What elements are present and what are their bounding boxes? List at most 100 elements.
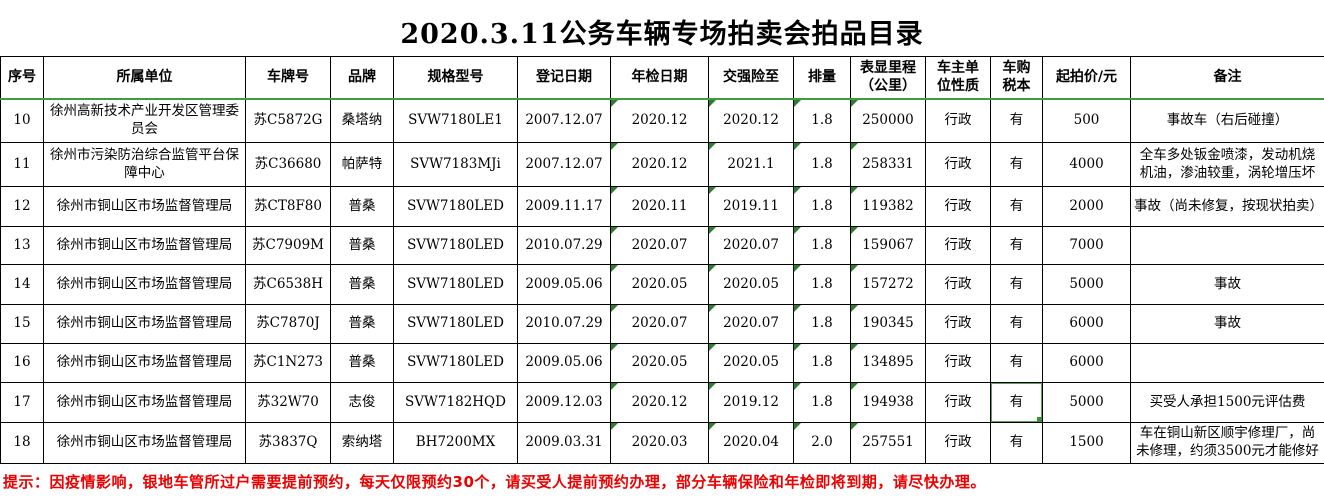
cell-brand[interactable]: 普桑 [330,304,394,344]
cell-start_price[interactable]: 4000 [1042,142,1131,187]
cell-start_price[interactable]: 500 [1042,98,1131,143]
cell-index[interactable]: 10 [0,98,44,143]
cell-remarks[interactable]: 事故 [1130,264,1324,305]
cell-mileage[interactable]: 250000 [850,98,926,143]
cell-model[interactable]: SVW7180LED [393,264,518,305]
cell-start_price[interactable]: 5000 [1042,264,1131,305]
cell-owner_type[interactable]: 行政 [925,264,991,305]
cell-start_price[interactable]: 6000 [1042,343,1131,383]
cell-tax_book[interactable]: 有 [990,304,1043,344]
cell-owner_type[interactable]: 行政 [925,304,991,344]
cell-unit[interactable]: 徐州市铜山区市场监督管理局 [43,264,246,305]
cell-plate[interactable]: 苏C7909M [245,226,331,265]
column-header-index[interactable]: 序号 [0,56,44,100]
cell-insurance_until[interactable]: 2020.05 [708,343,794,383]
cell-remarks[interactable]: 买受人承担1500元评估费 [1130,382,1324,423]
cell-remarks[interactable]: 全车多处钣金喷漆，发动机烧机油，渗油较重，涡轮增压坏 [1130,142,1324,187]
cell-insurance_until[interactable]: 2021.1 [708,142,794,187]
cell-index[interactable]: 11 [0,142,44,187]
cell-displacement[interactable]: 1.8 [793,304,851,344]
cell-start_price[interactable]: 2000 [1042,186,1131,227]
cell-inspection_date[interactable]: 2020.05 [610,264,709,305]
cell-remarks[interactable] [1130,226,1324,265]
cell-index[interactable]: 14 [0,264,44,305]
column-header-brand[interactable]: 品牌 [330,56,394,100]
cell-unit[interactable]: 徐州市污染防治综合监管平台保障中心 [43,142,246,187]
cell-plate[interactable]: 苏C5872G [245,98,331,143]
cell-brand[interactable]: 普桑 [330,226,394,265]
cell-index[interactable]: 13 [0,226,44,265]
cell-inspection_date[interactable]: 2020.07 [610,226,709,265]
cell-tax_book[interactable]: 有 [990,142,1043,187]
cell-plate[interactable]: 苏C36680 [245,142,331,187]
cell-insurance_until[interactable]: 2020.05 [708,264,794,305]
cell-insurance_until[interactable]: 2019.11 [708,186,794,227]
cell-reg_date[interactable]: 2009.12.03 [517,382,611,423]
column-header-inspection_date[interactable]: 年检日期 [610,56,709,100]
cell-reg_date[interactable]: 2009.11.17 [517,186,611,227]
cell-tax_book[interactable]: 有 [990,226,1043,265]
column-header-remarks[interactable]: 备注 [1130,56,1324,100]
cell-inspection_date[interactable]: 2020.11 [610,186,709,227]
cell-reg_date[interactable]: 2007.12.07 [517,142,611,187]
cell-inspection_date[interactable]: 2020.03 [610,422,709,464]
cell-inspection_date[interactable]: 2020.07 [610,304,709,344]
column-header-plate[interactable]: 车牌号 [245,56,331,100]
cell-mileage[interactable]: 258331 [850,142,926,187]
cell-remarks[interactable]: 事故（尚未修复，按现状拍卖） [1130,186,1324,227]
column-header-start_price[interactable]: 起拍价/元 [1042,56,1131,100]
cell-mileage[interactable]: 257551 [850,422,926,464]
cell-displacement[interactable]: 1.8 [793,186,851,227]
cell-mileage[interactable]: 159067 [850,226,926,265]
cell-model[interactable]: BH7200MX [393,422,518,464]
cell-insurance_until[interactable]: 2020.12 [708,98,794,143]
cell-brand[interactable]: 普桑 [330,186,394,227]
cell-start_price[interactable]: 5000 [1042,382,1131,423]
cell-unit[interactable]: 徐州市铜山区市场监督管理局 [43,343,246,383]
cell-model[interactable]: SVW7183MJi [393,142,518,187]
cell-plate[interactable]: 苏C6538H [245,264,331,305]
column-header-tax_book[interactable]: 车购 税本 [990,56,1043,100]
cell-brand[interactable]: 志俊 [330,382,394,423]
cell-reg_date[interactable]: 2010.07.29 [517,304,611,344]
cell-owner_type[interactable]: 行政 [925,382,991,423]
cell-owner_type[interactable]: 行政 [925,226,991,265]
cell-inspection_date[interactable]: 2020.12 [610,382,709,423]
cell-remarks[interactable]: 事故车（右后碰撞） [1130,98,1324,143]
cell-plate[interactable]: 苏3837Q [245,422,331,464]
column-header-mileage[interactable]: 表显里程 （公里） [850,56,926,100]
cell-reg_date[interactable]: 2009.05.06 [517,264,611,305]
cell-mileage[interactable]: 157272 [850,264,926,305]
cell-displacement[interactable]: 1.8 [793,142,851,187]
cell-unit[interactable]: 徐州市铜山区市场监督管理局 [43,304,246,344]
cell-owner_type[interactable]: 行政 [925,98,991,143]
cell-mileage[interactable]: 119382 [850,186,926,227]
cell-remarks[interactable] [1130,343,1324,383]
cell-model[interactable]: SVW7180LE1 [393,98,518,143]
cell-brand[interactable]: 桑塔纳 [330,98,394,143]
cell-brand[interactable]: 普桑 [330,264,394,305]
cell-brand[interactable]: 索纳塔 [330,422,394,464]
column-header-insurance_until[interactable]: 交强险至 [708,56,794,100]
cell-model[interactable]: SVW7180LED [393,343,518,383]
cell-displacement[interactable]: 2.0 [793,422,851,464]
cell-displacement[interactable]: 1.8 [793,382,851,423]
cell-start_price[interactable]: 1500 [1042,422,1131,464]
cell-displacement[interactable]: 1.8 [793,264,851,305]
cell-inspection_date[interactable]: 2020.12 [610,98,709,143]
cell-model[interactable]: SVW7180LED [393,304,518,344]
cell-model[interactable]: SVW7180LED [393,186,518,227]
cell-insurance_until[interactable]: 2020.04 [708,422,794,464]
cell-unit[interactable]: 徐州市铜山区市场监督管理局 [43,226,246,265]
cell-brand[interactable]: 帕萨特 [330,142,394,187]
cell-index[interactable]: 15 [0,304,44,344]
cell-unit[interactable]: 徐州市铜山区市场监督管理局 [43,382,246,423]
cell-tax_book[interactable]: 有 [990,98,1043,143]
cell-owner_type[interactable]: 行政 [925,343,991,383]
selected-cell-tax_book[interactable]: 有 [990,382,1043,423]
cell-mileage[interactable]: 194938 [850,382,926,423]
cell-inspection_date[interactable]: 2020.12 [610,142,709,187]
column-header-displacement[interactable]: 排量 [793,56,851,100]
column-header-reg_date[interactable]: 登记日期 [517,56,611,100]
cell-unit[interactable]: 徐州市铜山区市场监督管理局 [43,186,246,227]
